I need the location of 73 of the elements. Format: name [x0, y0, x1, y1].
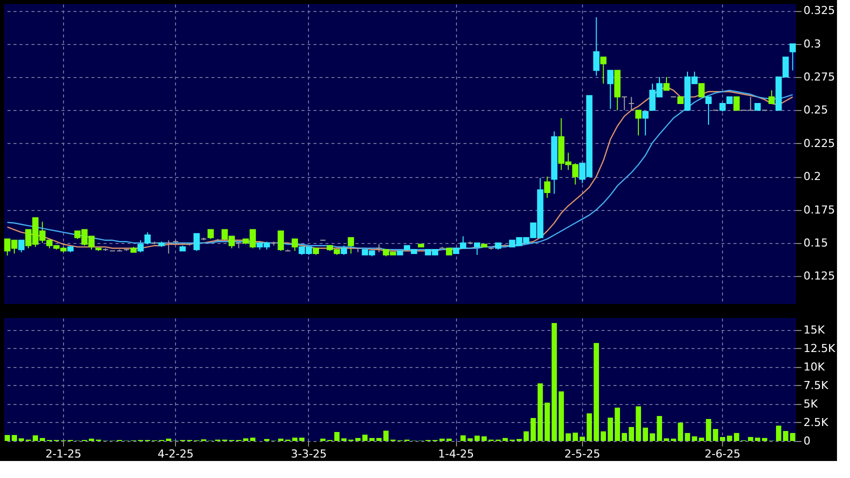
candlestick: [208, 229, 214, 240]
bar: [650, 433, 656, 441]
candlestick: [474, 242, 480, 256]
y-tick-label: 5K: [804, 397, 818, 410]
bar: [334, 432, 340, 441]
bar: [355, 438, 361, 441]
bar: [362, 434, 368, 441]
bar: [628, 426, 634, 441]
y-tick-label: 0.325: [804, 4, 835, 18]
candlestick: [144, 232, 151, 245]
bar: [376, 438, 382, 441]
candlestick: [621, 96, 628, 111]
y-tick-label: 12.5K: [804, 342, 836, 355]
y-tick-label: 0.15: [804, 236, 828, 250]
bar: [698, 438, 704, 441]
y-tick-label: 0.3: [804, 37, 821, 50]
candlestick: [635, 110, 642, 136]
x-tick-label: 2-6-25: [704, 448, 741, 460]
y-tick-label: 0.225: [804, 136, 835, 150]
bar: [383, 430, 389, 441]
bar: [734, 433, 740, 441]
x-tick-label: 1-4-25: [438, 448, 474, 460]
bar: [678, 422, 684, 441]
candlestick: [607, 70, 614, 110]
bar: [726, 436, 732, 441]
candlestick: [747, 96, 754, 111]
y-tick-label: 0.25: [804, 104, 828, 117]
bar: [642, 428, 648, 441]
candlestick: [768, 90, 775, 104]
bar: [684, 433, 690, 441]
y-tick-label: 2.5K: [804, 416, 829, 429]
candlestick: [642, 111, 649, 136]
x-tick-label: 2-5-25: [564, 448, 600, 460]
candlestick: [544, 176, 550, 198]
y-tick-label: 0.2: [804, 170, 821, 184]
bar: [460, 435, 466, 441]
candlestick: [278, 230, 284, 252]
candlestick: [194, 233, 200, 252]
candlestick: [698, 83, 705, 98]
bar: [754, 438, 760, 441]
bar: [636, 406, 642, 441]
candlestick: [705, 96, 712, 126]
bar: [720, 437, 726, 441]
candlestick: [18, 240, 24, 253]
bar: [748, 437, 754, 441]
x-tick-label: 2-1-25: [45, 448, 82, 460]
y-tick-label: 0.175: [804, 203, 835, 216]
candlestick: [628, 96, 635, 111]
bar: [656, 416, 662, 441]
bar: [622, 433, 628, 441]
candlestick: [790, 43, 796, 71]
candlestick: [663, 76, 670, 91]
x-tick-label: 4-2-25: [158, 448, 194, 460]
y-tick-label: 0: [804, 434, 810, 448]
candlestick: [733, 96, 740, 111]
candlestick: [340, 245, 348, 256]
candlestick: [348, 237, 354, 254]
candlestick: [292, 238, 298, 252]
bar: [692, 436, 698, 441]
bar: [369, 438, 375, 441]
y-tick-label: 10K: [804, 360, 826, 374]
bar: [40, 438, 46, 441]
y-tick-label: 15K: [804, 323, 826, 336]
candlestick: [600, 56, 606, 84]
candlestick: [165, 240, 172, 254]
bar: [712, 428, 718, 441]
bar: [706, 418, 712, 441]
candlestick: [137, 240, 144, 253]
y-tick-label: 0.275: [804, 70, 835, 84]
candlestick: [593, 16, 600, 76]
y-tick-label: 7.5K: [804, 378, 829, 392]
y-tick-label: 0.125: [804, 270, 835, 283]
x-tick-label: 3-3-25: [290, 448, 327, 460]
